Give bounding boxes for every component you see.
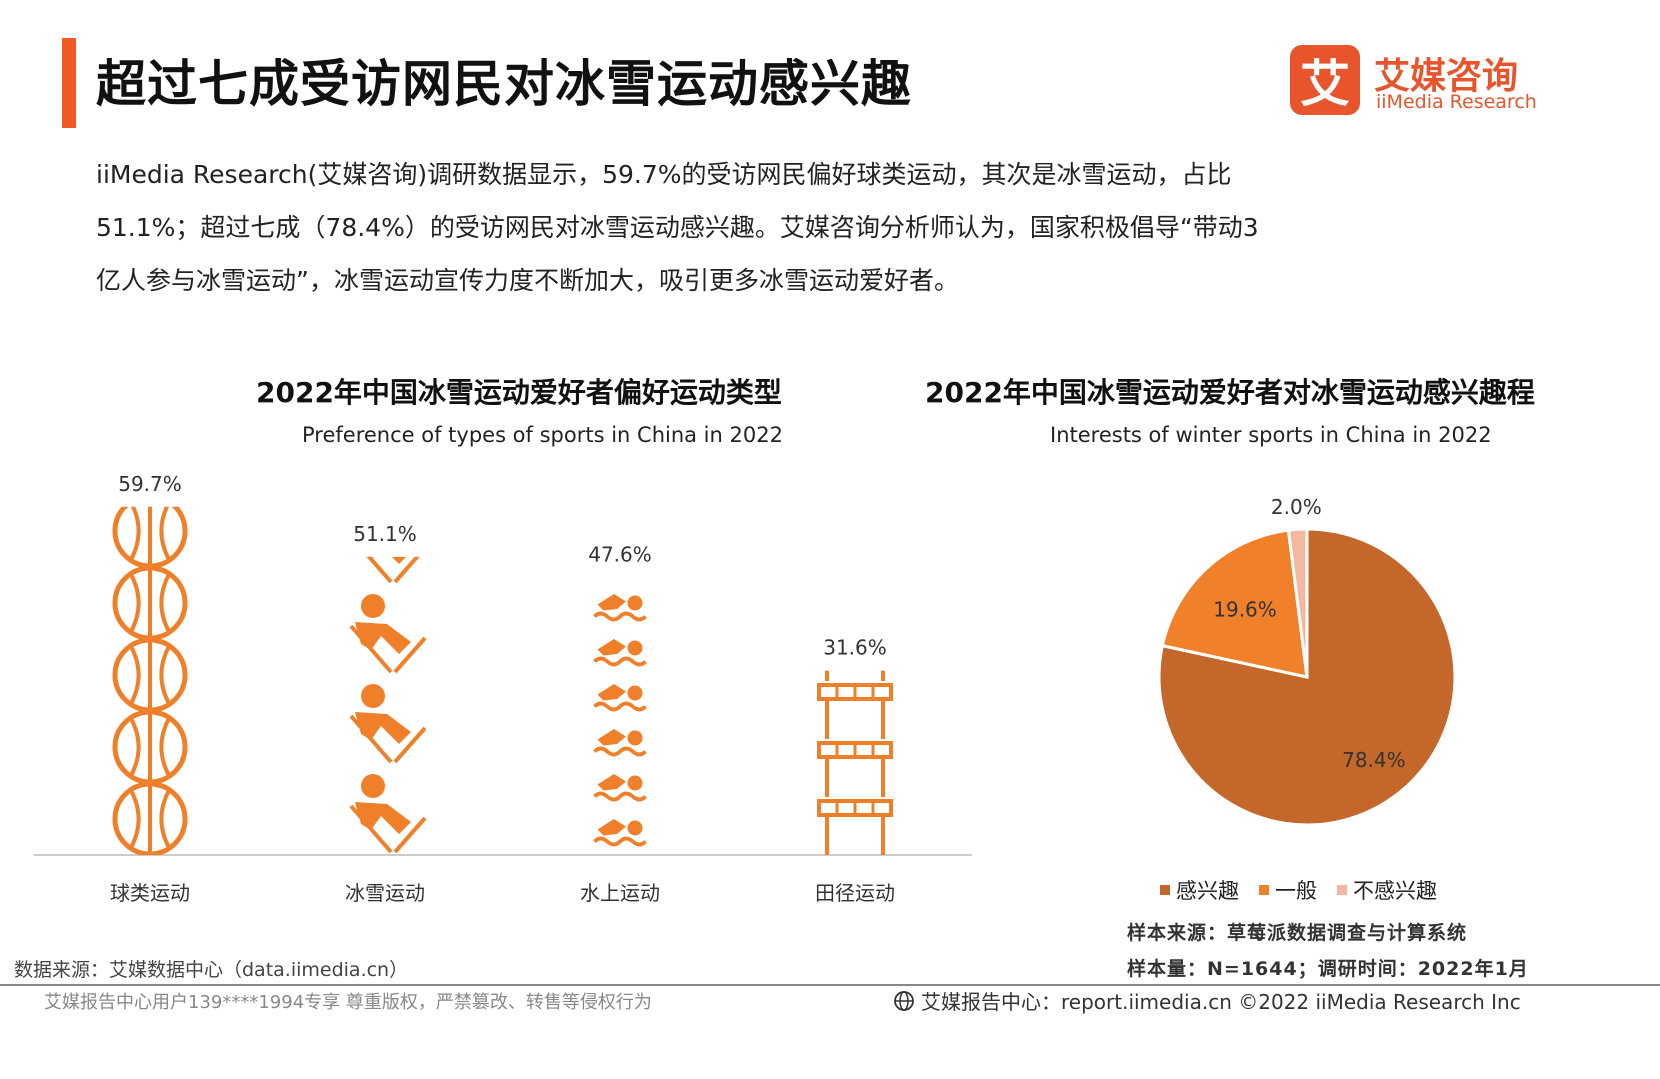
- globe-icon: [894, 990, 914, 1011]
- page-title: 超过七成受访网民对冰雪运动感兴趣: [96, 55, 912, 113]
- bar-value-label: 51.1%: [353, 522, 417, 546]
- brand-logo: 艾 艾媒咨询 iiMedia Research: [1290, 45, 1550, 120]
- legend-swatch: [1337, 885, 1347, 895]
- logo-text-en: iiMedia Research: [1376, 91, 1537, 113]
- bar-chart: 59.7% 球类运动 51.1% 冰雪运动 47.6% 水上运动 31.6% 田径运动: [34, 472, 972, 905]
- data-source-note: 数据来源：艾媒数据中心（data.iimedia.cn）: [14, 959, 409, 981]
- bar-chart-subtitle: Preference of types of sports in China i…: [302, 423, 783, 447]
- sample-size-note: 样本量：N=1644；调研时间：2022年1月: [1127, 958, 1529, 980]
- logo-text-cn: 艾媒咨询: [1374, 56, 1519, 97]
- intro-line: 51.1%；超过七成（78.4%）的受访网民对冰雪运动感兴趣。艾媒咨询分析师认为…: [96, 213, 1259, 242]
- bar-value-label: 31.6%: [823, 636, 887, 660]
- category-label: 田径运动: [815, 881, 895, 905]
- legend-label: 一般: [1275, 879, 1317, 903]
- category-label: 球类运动: [110, 881, 190, 905]
- pie-chart: 78.4% 19.6% 2.0%: [1157, 495, 1457, 827]
- footer-site-info: 艾媒报告中心：report.iimedia.cn ©2022 iiMedia R…: [893, 986, 1521, 1015]
- pie-value-label: 19.6%: [1213, 597, 1277, 621]
- intro-line: 亿人参与冰雪运动”，冰雪运动宣传力度不断加大，吸引更多冰雪运动爱好者。: [96, 266, 959, 295]
- legend-item-neutral: 一般: [1259, 875, 1317, 905]
- legend-item-interested: 感兴趣: [1160, 875, 1239, 905]
- legend-label: 感兴趣: [1176, 879, 1239, 903]
- legend-swatch: [1160, 885, 1170, 895]
- legend-item-not-interested: 不感兴趣: [1337, 875, 1437, 905]
- footer-copyright-notice: 艾媒报告中心用户139****1994专享 尊重版权，严禁篡改、转售等侵权行为: [44, 992, 652, 1013]
- category-label: 水上运动: [580, 881, 660, 905]
- sample-source-note: 样本来源：草莓派数据调查与计算系统: [1127, 922, 1468, 944]
- bar-value-label: 47.6%: [588, 542, 652, 566]
- pie-chart-title: 2022年中国冰雪运动爱好者对冰雪运动感兴趣程: [925, 376, 1535, 409]
- logo-mark: 艾: [1290, 45, 1360, 115]
- footer-site-text: 艾媒报告中心：report.iimedia.cn ©2022 iiMedia R…: [921, 990, 1521, 1014]
- intro-line: iiMedia Research(艾媒咨询)调研数据显示，59.7%的受访网民偏…: [96, 160, 1232, 189]
- bar-value-label: 59.7%: [118, 472, 182, 496]
- footer-divider: [0, 984, 1660, 986]
- legend-label: 不感兴趣: [1353, 879, 1437, 903]
- pie-value-label: 78.4%: [1342, 748, 1406, 772]
- intro-paragraph: iiMedia Research(艾媒咨询)调研数据显示，59.7%的受访网民偏…: [96, 148, 1536, 307]
- bar-basketball-icon: [112, 506, 188, 855]
- bar-chart-title: 2022年中国冰雪运动爱好者偏好运动类型: [256, 376, 782, 409]
- category-label: 冰雪运动: [345, 881, 425, 905]
- pie-slice-not-interested: [1286, 527, 1309, 678]
- legend-swatch: [1259, 885, 1269, 895]
- pie-chart-subtitle: Interests of winter sports in China in 2…: [1050, 423, 1492, 447]
- pie-value-label: 2.0%: [1271, 495, 1322, 519]
- bar-swimmer-icon: [593, 594, 647, 847]
- title-accent-bar: [62, 38, 76, 128]
- pie-slice-neutral: [1160, 528, 1309, 679]
- bar-skier-icon: [349, 556, 427, 854]
- pie-legend: 感兴趣 一般 不感兴趣: [1160, 875, 1437, 905]
- bar-hurdle-icon: [817, 670, 893, 855]
